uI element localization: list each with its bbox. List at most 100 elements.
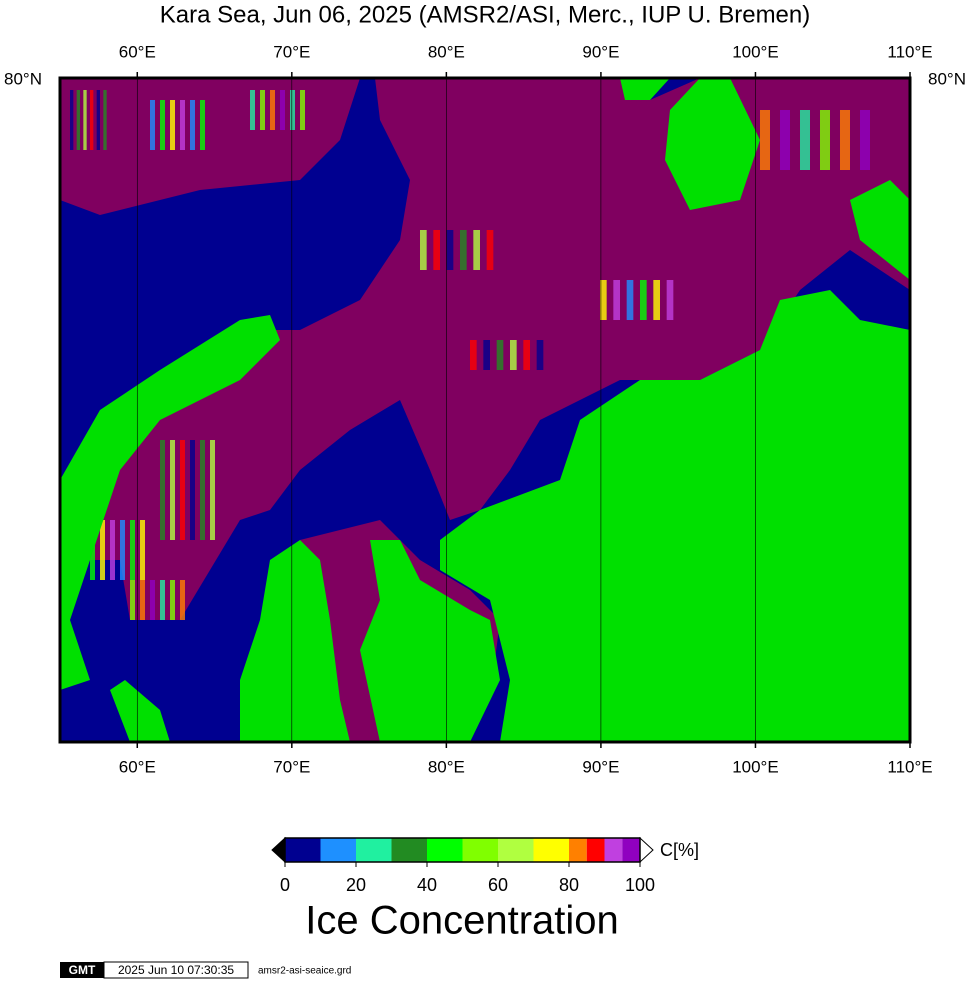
ice-patch	[300, 90, 305, 130]
ice-patch	[180, 580, 185, 620]
ice-patch	[100, 520, 105, 580]
map-frame	[58, 76, 912, 744]
colorbar-unit: C[%]	[660, 840, 699, 860]
colorbar-frame	[284, 837, 641, 863]
colorbar-over	[639, 836, 654, 864]
gmt-logo: GMT	[69, 963, 96, 977]
ice-patch	[180, 440, 185, 540]
colorbar-segment	[462, 838, 498, 862]
ice-patch	[103, 90, 107, 150]
ice-patch	[760, 110, 770, 170]
lon-label: 110°E	[887, 757, 932, 776]
lon-label: 110°E	[887, 42, 932, 61]
ice-patch	[170, 100, 175, 150]
lon-label: 60°E	[119, 757, 156, 776]
gmt-logo-box	[60, 962, 104, 978]
ice-patch	[70, 90, 74, 150]
ice-patch	[170, 580, 175, 620]
ice-patch	[160, 100, 165, 150]
map-area	[60, 78, 911, 742]
lon-label: 90°E	[582, 757, 619, 776]
ice-patch	[260, 90, 265, 130]
ice-patch	[120, 520, 125, 580]
lat-label: 80°N	[928, 69, 966, 88]
ice-patch	[90, 90, 94, 150]
colorbar-tick-label: 20	[346, 875, 366, 895]
ice-patch	[150, 580, 155, 620]
lon-label: 60°E	[119, 42, 156, 61]
land	[60, 315, 280, 690]
ice-patch	[840, 110, 850, 170]
ice-patch	[170, 440, 175, 540]
ice-patch	[130, 520, 135, 580]
lon-label: 80°E	[428, 757, 465, 776]
land	[440, 290, 910, 742]
ice-patch	[800, 110, 810, 170]
ice-patch	[536, 340, 544, 370]
ice-patch	[446, 230, 454, 270]
ice-patch	[150, 100, 155, 150]
ice-patch	[250, 90, 255, 130]
ice-patch	[76, 90, 80, 150]
lon-label: 70°E	[273, 42, 310, 61]
timestamp-box	[103, 961, 249, 979]
colorbar-segment	[622, 838, 640, 862]
lon-label: 100°E	[732, 42, 779, 61]
ice-patch	[280, 90, 285, 130]
land	[110, 680, 170, 742]
file-name: amsr2-asi-seaice.grd	[258, 966, 351, 977]
ice-patch	[290, 90, 295, 130]
ice-patch	[130, 580, 135, 620]
colorbar-segment	[586, 838, 605, 862]
ice-patch	[860, 110, 870, 170]
land	[240, 540, 350, 742]
land	[850, 180, 910, 280]
ice-patch	[190, 440, 195, 540]
ice-patch	[83, 90, 87, 150]
colorbar-segment	[533, 838, 569, 862]
colorbar-tick-label: 40	[417, 875, 437, 895]
ice-patch	[200, 440, 205, 540]
ice-patch	[780, 110, 790, 170]
ice-patch	[200, 100, 205, 150]
ice-patch	[433, 230, 440, 270]
colorbar-segment	[320, 838, 356, 862]
ice-patch	[510, 340, 517, 370]
ice-patch	[96, 90, 100, 150]
lon-label: 90°E	[582, 42, 619, 61]
lon-label: 70°E	[273, 757, 310, 776]
ice-patch	[180, 100, 185, 150]
ice-patch	[460, 230, 467, 270]
ice-patch	[496, 340, 504, 370]
ice-patch	[653, 280, 660, 320]
land	[620, 78, 670, 100]
timestamp: 2025 Jun 10 07:30:35	[118, 963, 234, 977]
ice-patch	[666, 280, 674, 320]
colorbar-under	[271, 836, 286, 864]
land	[665, 78, 760, 210]
lon-label: 80°E	[428, 42, 465, 61]
ice-patch	[160, 580, 165, 620]
ice-patch	[270, 90, 275, 130]
ice-patch	[420, 230, 427, 270]
colorbar-tick-label: 100	[625, 875, 655, 895]
lat-label: 80°N	[4, 69, 42, 88]
ice-patch	[600, 280, 607, 320]
colorbar-segment	[498, 838, 534, 862]
colorbar-tick-label: 80	[559, 875, 579, 895]
colorbar-segment	[285, 838, 321, 862]
ice-patch	[613, 280, 620, 320]
land	[360, 540, 500, 742]
ice-patch	[160, 440, 165, 540]
ice-patch	[820, 110, 830, 170]
ice-patch	[640, 280, 647, 320]
colorbar-tick-label: 0	[280, 875, 290, 895]
ice-patch	[190, 100, 195, 150]
ice-patch	[473, 230, 480, 270]
lon-label: 100°E	[732, 757, 779, 776]
ice-patch	[523, 340, 530, 370]
colorbar-segment	[569, 838, 587, 862]
ice-patch	[626, 280, 634, 320]
